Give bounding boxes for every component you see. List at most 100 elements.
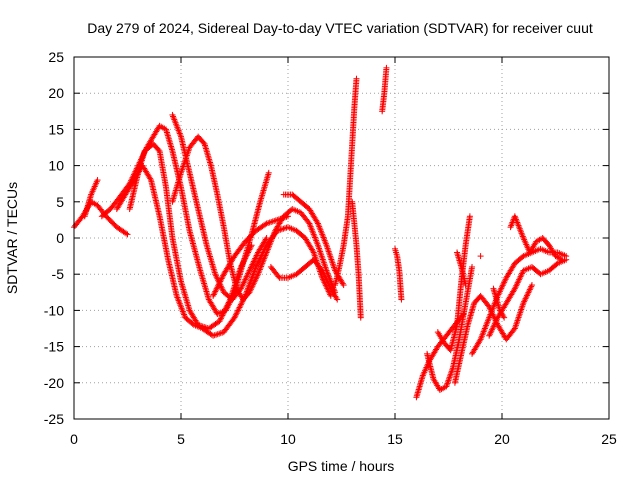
data-point — [245, 248, 252, 255]
data-point — [248, 242, 255, 249]
y-tick-label: -5 — [52, 266, 65, 282]
x-tick-label: 20 — [494, 431, 510, 447]
data-point — [398, 296, 405, 303]
y-tick-label: -15 — [44, 339, 64, 355]
data-point — [123, 230, 130, 237]
data-point — [241, 256, 248, 263]
data-point — [220, 311, 227, 318]
data-point — [214, 331, 221, 338]
data-point — [217, 278, 224, 285]
data-point — [233, 310, 240, 317]
x-tick-labels: 0 5 10 15 20 25 — [70, 431, 617, 447]
y-tick-label: 5 — [56, 194, 64, 210]
data-point — [353, 75, 360, 82]
data-point — [212, 287, 219, 294]
data-point — [225, 300, 232, 307]
series-arc-16 — [424, 263, 476, 394]
x-tick-label: 5 — [177, 431, 185, 447]
series-arc-13 — [379, 64, 390, 115]
data-point — [232, 313, 239, 320]
data-point — [212, 288, 219, 295]
series-arc-11 — [332, 75, 360, 289]
data-point — [213, 331, 220, 338]
series-arc-23 — [454, 249, 469, 289]
data-point — [211, 290, 218, 297]
x-tick-label: 10 — [280, 431, 296, 447]
data-point — [237, 303, 244, 310]
data-point — [219, 312, 226, 319]
data-point — [339, 280, 346, 287]
series-arc-24 — [477, 253, 484, 260]
series-arc-22 — [490, 285, 508, 321]
data-point — [334, 296, 341, 303]
data-point — [327, 292, 334, 299]
data-point — [221, 308, 228, 315]
data-point — [309, 248, 316, 255]
data-point — [225, 299, 232, 306]
data-point — [280, 225, 287, 232]
data-point — [247, 243, 254, 250]
data-point — [218, 275, 225, 282]
y-tick-label: 15 — [48, 121, 64, 137]
data-point — [265, 169, 272, 176]
y-tick-label: 0 — [56, 230, 64, 246]
data-point — [242, 255, 249, 262]
data-point — [340, 282, 347, 289]
data-point — [252, 263, 259, 270]
data-point — [222, 305, 229, 312]
y-tick-label: -25 — [44, 411, 64, 427]
y-tick-label: 25 — [48, 49, 64, 65]
data-point — [528, 282, 535, 289]
data-point — [242, 253, 249, 260]
data-point — [223, 303, 230, 310]
series-arc-8 — [210, 213, 291, 299]
data-point — [314, 219, 321, 226]
data-point — [244, 250, 251, 257]
data-point — [210, 291, 217, 298]
data-point — [222, 306, 229, 313]
data-point — [469, 263, 476, 270]
data-point — [246, 246, 253, 253]
data-point — [476, 337, 483, 344]
data-point — [224, 302, 231, 309]
data-points — [71, 64, 570, 401]
x-tick-label: 25 — [601, 431, 617, 447]
series-arc-18 — [451, 282, 535, 386]
data-point — [239, 261, 246, 268]
series-arc-9 — [267, 256, 341, 303]
data-point — [219, 274, 226, 281]
data-point — [383, 64, 390, 71]
data-point — [240, 259, 247, 266]
data-point — [235, 307, 242, 314]
y-tick-label: -10 — [44, 302, 64, 318]
chart-title: Day 279 of 2024, Sidereal Day-to-day VTE… — [87, 20, 593, 36]
data-point — [216, 330, 223, 337]
data-point — [231, 314, 238, 321]
data-point — [357, 314, 364, 321]
series-arc-17 — [434, 213, 473, 354]
data-point — [262, 236, 269, 243]
data-point — [245, 249, 252, 256]
y-tick-label: -20 — [44, 375, 64, 391]
data-point — [237, 263, 244, 270]
data-point — [236, 304, 243, 311]
series-arc-20 — [486, 256, 570, 339]
data-point — [466, 213, 473, 220]
y-axis-label: SDTVAR / TECUs — [4, 182, 20, 294]
series-arc-2 — [81, 177, 101, 220]
series-arc-21 — [507, 213, 565, 263]
data-point — [240, 258, 247, 265]
data-point — [243, 252, 250, 259]
data-point — [462, 282, 469, 289]
data-point — [558, 256, 565, 263]
series-arc-12 — [349, 198, 364, 321]
x-axis-label: GPS time / hours — [288, 458, 395, 474]
data-point — [94, 177, 101, 184]
data-point — [235, 305, 242, 312]
data-point — [253, 262, 260, 269]
series-arc-14 — [392, 245, 405, 303]
data-point — [232, 311, 239, 318]
data-point — [217, 276, 224, 283]
y-tick-label: 10 — [48, 158, 64, 174]
